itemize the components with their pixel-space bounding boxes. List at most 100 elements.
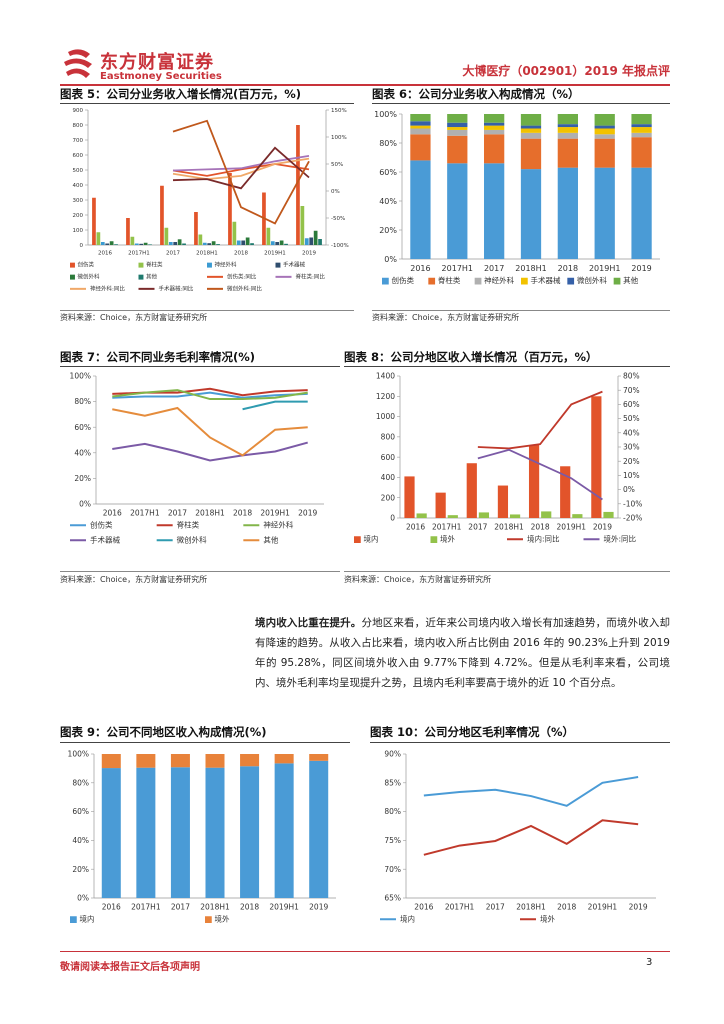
bar-segment — [631, 127, 652, 133]
fig5-bottom-rule — [60, 310, 354, 311]
x-tick-label: 2017 — [486, 903, 505, 912]
fig6-title: 图表 6：公司分业务收入构成情况（%） — [372, 87, 580, 101]
bar — [177, 239, 182, 245]
bar-segment — [484, 134, 505, 164]
bar-segment — [520, 132, 542, 139]
legend-label: 其他 — [623, 275, 638, 285]
y-tick-label: 900 — [73, 108, 84, 114]
bar-segment — [410, 128, 431, 135]
y-tick-label: 80% — [74, 397, 91, 406]
bar — [416, 513, 427, 518]
x-tick-label: 2018 — [531, 523, 550, 532]
bar-segment — [274, 763, 294, 898]
legend-swatch — [205, 916, 212, 923]
bar — [134, 243, 139, 245]
fig7-title-rule — [60, 366, 340, 367]
bar — [194, 212, 198, 245]
bar — [211, 241, 216, 245]
y-tick-label: 100% — [68, 750, 89, 759]
brand-name-en: Eastmoney Securities — [100, 71, 222, 82]
legend-swatch — [70, 262, 75, 268]
bar-segment — [447, 129, 468, 136]
legend-label: 手术器械 — [90, 535, 120, 545]
legend-label: 神经外科:同比 — [90, 285, 125, 293]
yoy-line — [172, 157, 310, 181]
fig9-chart: 0% 20% 40% 60% 80% 100% 2016 2017H1 2017 2018H1 20… — [68, 750, 336, 924]
series-line — [423, 776, 639, 807]
legend-label: 境外:同比 — [604, 534, 637, 544]
fig8-source: 资料来源：Choice，东方财富证券研究所 — [344, 575, 492, 584]
bar — [250, 243, 254, 245]
fig8-title: 图表 8：公司分地区收入增长情况（百万元，%） — [344, 350, 598, 364]
x-tick-label: 2017 — [484, 264, 504, 273]
x-tick-label: 2017 — [166, 251, 180, 257]
legend-label: 手术器械 — [283, 261, 306, 269]
yoy-line — [172, 119, 310, 225]
y-tick-label: 600 — [381, 453, 396, 462]
y2-tick-label: 10% — [623, 471, 640, 480]
body-paragraph: 境内收入比重在提升。分地区来看，近年来公司境内收入增长有加速趋势，而境外收入却有… — [255, 613, 670, 693]
legend-swatch — [521, 277, 528, 285]
bar — [130, 236, 135, 245]
x-tick-label: 2018H1 — [516, 903, 546, 912]
y-tick-label: 20% — [379, 226, 397, 235]
bar — [466, 463, 477, 518]
bar-segment — [594, 128, 615, 135]
bar-segment — [484, 114, 505, 123]
bar-segment — [447, 114, 468, 123]
y-tick-label: 60% — [379, 168, 397, 177]
y-tick-label: 100% — [70, 372, 91, 381]
bar — [182, 243, 186, 245]
fig6-title-rule — [372, 103, 670, 104]
bar-segment — [410, 134, 431, 161]
y2-tick-label: 70% — [623, 386, 640, 395]
x-tick-label: 2018H1 — [196, 251, 218, 257]
legend-label: 境外 — [440, 534, 455, 544]
legend-label: 境内 — [400, 914, 415, 924]
legend-label: 创伤类 — [90, 520, 113, 530]
legend-swatch — [474, 277, 482, 285]
bar-segment — [447, 135, 468, 164]
y-tick-label: 100% — [374, 110, 397, 119]
y2-tick-label: 100% — [331, 135, 347, 141]
bar-segment — [240, 754, 260, 767]
bar-segment — [631, 114, 652, 125]
bar — [143, 242, 148, 245]
legend-swatch — [382, 277, 389, 285]
bar-segment — [594, 138, 615, 168]
y-tick-label: 0% — [384, 255, 397, 264]
x-tick-label: 2019H1 — [557, 523, 587, 532]
legend-swatch — [567, 277, 575, 285]
x-tick-label: 2018H1 — [494, 523, 524, 532]
bar — [435, 492, 446, 518]
bar-segment — [410, 114, 431, 122]
legend-label: 创伤类 — [78, 261, 95, 269]
fig5-title: 图表 5：公司分业务收入增长情况(百万元，%) — [60, 87, 302, 101]
y-tick-label: 800 — [73, 123, 84, 129]
bar — [173, 242, 178, 245]
legend-label: 神经外科 — [263, 520, 293, 530]
y-tick-label: 65% — [384, 894, 401, 903]
bar — [228, 173, 232, 245]
bar — [109, 241, 114, 245]
y-tick-label: 20% — [74, 474, 91, 483]
legend-label: 脊柱类 — [438, 275, 461, 285]
legend-swatch — [138, 274, 144, 280]
x-tick-label: 2016 — [102, 903, 121, 912]
bar-segment — [101, 768, 121, 898]
bar — [198, 234, 203, 245]
bar-segment — [484, 163, 505, 259]
fig5-source: 资料来源：Choice，东方财富证券研究所 — [60, 313, 208, 322]
x-tick-label: 2019 — [302, 251, 316, 257]
bar-segment — [274, 754, 294, 764]
legend-label: 神经外科 — [215, 261, 238, 269]
legend-label: 其他 — [146, 273, 158, 281]
y-tick-label: 20% — [72, 865, 89, 874]
x-tick-label: 2017H1 — [432, 523, 462, 532]
bar-segment — [447, 127, 468, 130]
y-tick-label: 40% — [379, 197, 397, 206]
bar-segment — [631, 124, 652, 128]
bar-segment — [520, 138, 542, 170]
bar-segment — [309, 760, 329, 898]
legend-swatch — [207, 262, 212, 268]
